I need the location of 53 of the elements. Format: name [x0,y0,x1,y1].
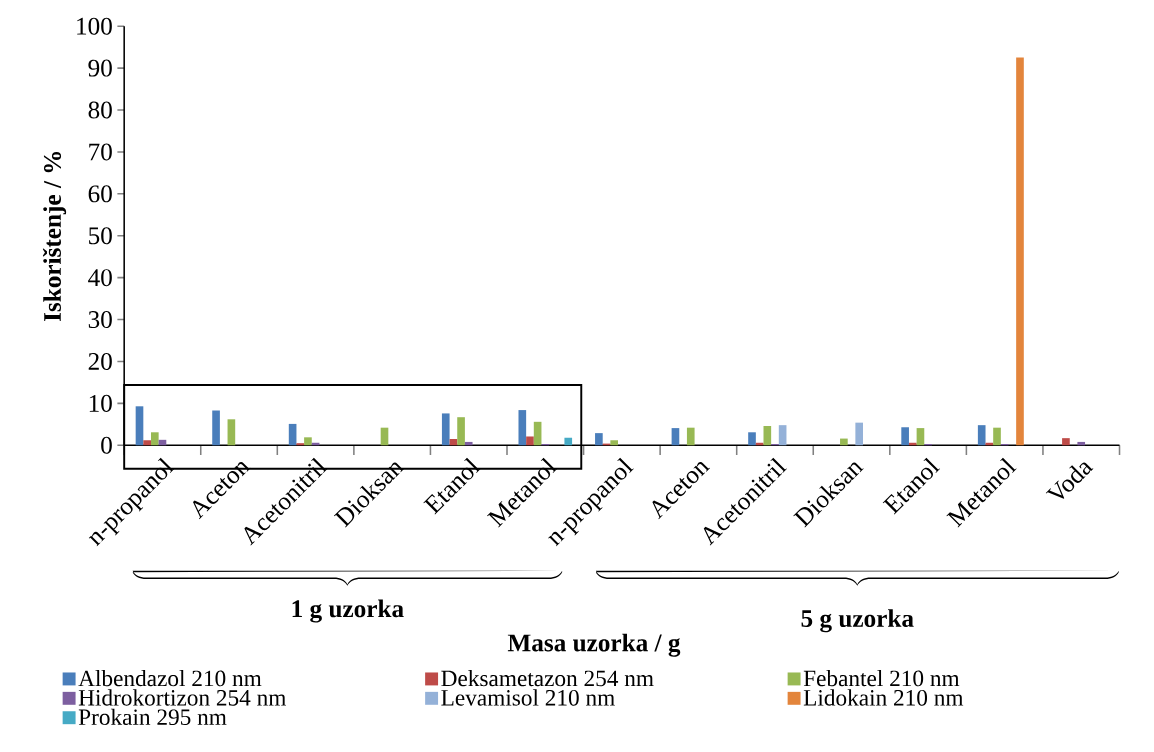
y-tick-label: 30 [88,311,112,329]
bar [564,437,573,446]
bar [526,436,534,446]
y-tick-label: 70 [89,143,112,161]
y-axis-title: Iskorištenje / % [42,152,67,322]
legend-label: Lidokain 210 nm [803,689,964,706]
y-tick-label: 20 [88,353,112,371]
bar [1077,442,1086,446]
bar [993,427,1001,446]
y-tick-label: 50 [89,227,112,245]
bar [441,413,450,446]
y-tick-label: 90 [88,59,112,77]
y-tick-label: 40 [88,269,112,287]
bar [748,432,756,446]
y-tick-label: 100 [77,17,112,35]
bar [296,443,305,446]
bar [610,440,619,446]
bar [686,427,695,446]
text: 1 g uzorka [292,599,404,623]
y-tick-label: 0 [101,436,112,454]
y-tick-label: 10 [89,394,112,412]
bar [901,427,909,446]
legend-label: Levamisol 210 nm [441,689,615,706]
x-tick-label: Voda [1045,462,1094,499]
bar [778,425,787,446]
bar [212,410,220,446]
bar [518,410,527,446]
legend-label: Albendazol 210 nm [78,669,262,687]
bar [840,438,848,446]
x-axis-title: Masa uzorka / g [507,633,681,657]
bar [916,428,925,446]
bar [1016,57,1024,446]
legend-label: Deksametazon 254 nm [441,669,654,687]
bar [855,422,864,446]
bar [227,419,236,446]
bar [150,432,159,446]
legend-label: Prokain 295 nm [78,708,227,726]
bar [763,426,772,446]
bar [464,442,473,446]
y-tick-label: 80 [88,101,112,119]
bar [143,440,151,446]
bar [595,433,603,446]
text: 5 g uzorka [801,609,914,633]
bar [457,417,465,446]
legend-label: Febantel 210 nm [803,669,960,687]
bar [135,406,144,446]
bar [671,428,680,446]
bar [304,437,312,446]
y-tick-label: 60 [88,185,112,203]
bar [288,423,297,446]
legend-label: Hidrokortizon 254 nm [78,689,287,706]
bar [977,425,986,446]
bar [1062,438,1070,446]
